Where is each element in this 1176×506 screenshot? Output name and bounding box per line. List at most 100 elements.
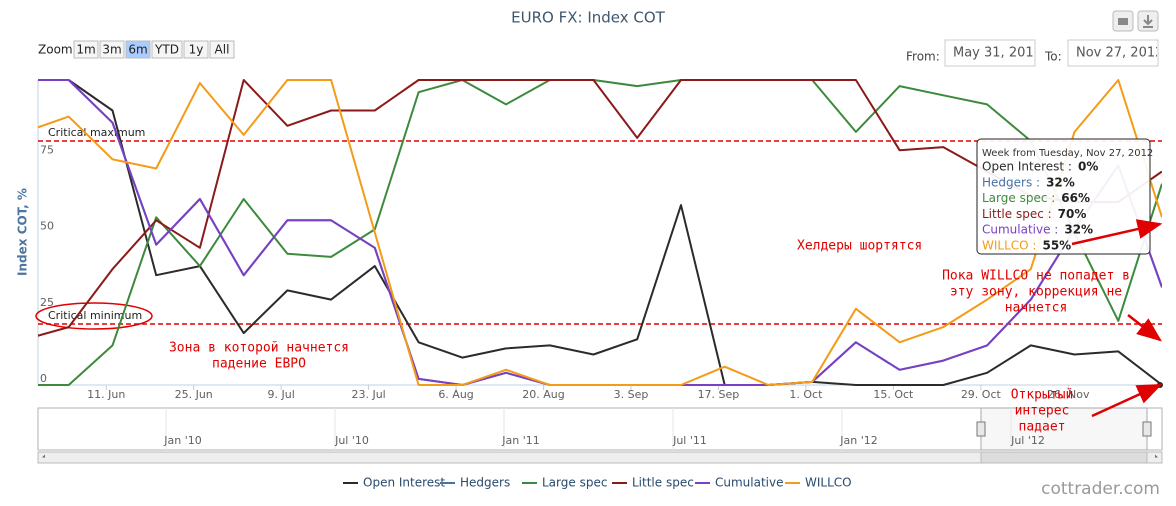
- tooltip-label: Open Interest :: [982, 160, 1072, 174]
- annotation: интерес: [1015, 404, 1070, 419]
- range-button[interactable]: [183, 40, 209, 59]
- x-tick-label: 15. Oct: [873, 388, 914, 401]
- range-button[interactable]: [99, 40, 125, 59]
- annotation: эту зону, коррекция не: [950, 285, 1122, 300]
- tooltip-header: Week from Tuesday, Nov 27, 2012: [982, 148, 1153, 159]
- series-line: [38, 79, 1162, 337]
- annotation: Пока WILLCO не попадет в: [942, 269, 1130, 284]
- x-tick-label: 9. Jul: [268, 388, 295, 401]
- annotation: падает: [1019, 420, 1066, 435]
- range-button-label: 6m: [128, 43, 147, 57]
- x-tick-label: 6. Aug: [438, 388, 473, 401]
- tooltip-label: Hedgers :: [982, 175, 1040, 189]
- legend-item[interactable]: Hedgers: [440, 476, 510, 490]
- credits: cottrader.com: [1041, 479, 1160, 499]
- export-buttons[interactable]: [1112, 10, 1159, 32]
- navigator-label: Jan '10: [163, 434, 201, 447]
- from-input[interactable]: [944, 39, 1036, 67]
- tooltip-box: [976, 138, 1151, 255]
- chart-title: EURO FX: Index COT: [511, 9, 666, 27]
- plot-line-label: Critical maximum: [48, 126, 145, 139]
- tooltip-value: 0%: [1078, 160, 1098, 174]
- x-tick-label: 1. Oct: [789, 388, 823, 401]
- y-tick-label: 75: [40, 143, 54, 156]
- legend-item[interactable]: Large spec: [522, 476, 607, 490]
- legend-label: Open Interest: [363, 476, 445, 490]
- annotation-arrow: [1091, 383, 1163, 418]
- highlight-ellipse: [35, 302, 153, 330]
- legend-label: Hedgers: [460, 476, 510, 490]
- download-icon: [1143, 15, 1153, 28]
- navigator-frame: [37, 407, 1163, 451]
- range-button-label: 1m: [76, 43, 95, 57]
- navigator-label: Jul '12: [1010, 434, 1045, 447]
- tooltip-label: WILLCO :: [982, 239, 1036, 253]
- scrollbar-thumb[interactable]: [980, 451, 1148, 464]
- scrollbar-track[interactable]: [37, 451, 1163, 464]
- to-value: Nov 27, 2012: [1076, 46, 1163, 61]
- legend-label: WILLCO: [805, 476, 852, 490]
- navigator-selection[interactable]: [980, 407, 1148, 451]
- range-button[interactable]: [209, 40, 235, 59]
- annotation-arrow: [1127, 314, 1162, 342]
- legend-item[interactable]: WILLCO: [785, 476, 852, 490]
- y-tick-label: 50: [40, 220, 54, 233]
- legend-label: Cumulative: [715, 476, 784, 490]
- range-button[interactable]: [125, 40, 151, 59]
- legend-label: Large spec: [542, 476, 607, 490]
- plot-line-label: Critical minimum: [48, 309, 142, 322]
- annotation: Открытый: [1011, 388, 1074, 403]
- y-tick-label: 0: [40, 372, 47, 385]
- navigator-handle[interactable]: [976, 421, 986, 437]
- annotation-arrow: [1071, 219, 1163, 246]
- tooltip-label: Cumulative :: [982, 223, 1058, 237]
- series-group: [38, 79, 1162, 337]
- legend-item[interactable]: Cumulative: [695, 476, 784, 490]
- x-tick-label: 3. Sep: [614, 388, 649, 401]
- x-tick-label: 26. Nov: [1047, 388, 1090, 401]
- range-button-label: YTD: [154, 43, 179, 57]
- annotation: Хелдеры шортятся: [797, 239, 922, 254]
- from-value: May 31, 2012: [953, 46, 1042, 61]
- x-tick-label: 29. Oct: [961, 388, 1002, 401]
- legend-label: Little spec: [632, 476, 694, 490]
- x-tick-label: 20. Aug: [522, 388, 564, 401]
- tooltip-label: Large spec :: [982, 191, 1055, 205]
- x-tick-label: 17. Sep: [698, 388, 740, 401]
- tooltip-label: Little spec :: [982, 207, 1052, 221]
- range-button[interactable]: [73, 40, 99, 59]
- zoom-label: Zoom: [38, 43, 73, 57]
- to-label: To:: [1044, 50, 1062, 64]
- navigator[interactable]: [37, 407, 1163, 464]
- legend-item[interactable]: Open Interest: [343, 476, 445, 490]
- tooltip-value: 55%: [1042, 239, 1071, 253]
- navigator-label: Jul '10: [334, 434, 369, 447]
- tooltip-value: 70%: [1058, 207, 1087, 221]
- tooltip-value: 32%: [1046, 175, 1075, 189]
- series-line: [38, 79, 1162, 386]
- range-button-label: All: [215, 43, 230, 57]
- navigator-label: Jan '12: [839, 434, 877, 447]
- y-axis-title: Index COT, %: [16, 188, 30, 276]
- print-icon: [1118, 18, 1128, 25]
- legend-item[interactable]: Little spec: [612, 476, 694, 490]
- x-tick-label: 11. Jun: [87, 388, 125, 401]
- x-tick-label: 23. Jul: [351, 388, 385, 401]
- from-label: From:: [906, 50, 940, 64]
- range-button-label: 1y: [189, 43, 204, 57]
- range-button[interactable]: [151, 40, 183, 59]
- series-group: [38, 79, 1162, 386]
- series-group: [38, 79, 1162, 386]
- tooltip-value: 66%: [1061, 191, 1090, 205]
- annotation: Зона в которой начнется: [169, 341, 349, 356]
- to-input[interactable]: [1067, 39, 1159, 67]
- range-button-label: 3m: [102, 43, 121, 57]
- navigator-handle[interactable]: [1142, 421, 1152, 437]
- annotation: падение ЕВРО: [212, 357, 306, 372]
- navigator-label: Jan '11: [501, 434, 539, 447]
- tooltip-value: 32%: [1064, 223, 1093, 237]
- x-tick-label: 25. Jun: [175, 388, 213, 401]
- annotation: начнется: [1005, 301, 1068, 316]
